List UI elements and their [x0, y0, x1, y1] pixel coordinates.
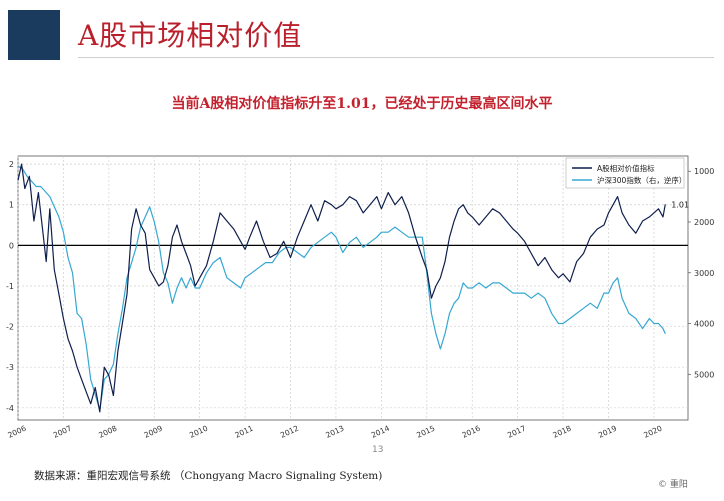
legend-label: 沪深300指数（右，逆序）	[597, 175, 686, 185]
logo-block	[8, 10, 60, 60]
y-left-tick-label: 2	[9, 160, 14, 169]
x-tick-label: 2012	[279, 424, 300, 440]
y-left-tick-label: -2	[6, 323, 14, 332]
x-tick-label: 2020	[642, 424, 663, 440]
y-left-tick-label: -4	[6, 404, 14, 413]
legend-box	[565, 157, 685, 189]
x-tick-label: 2016	[461, 424, 482, 440]
x-tick-label: 2006	[6, 424, 27, 440]
plot-frame	[17, 155, 689, 421]
x-tick-label: 2018	[551, 424, 572, 440]
x-tick-label: 2017	[506, 424, 527, 440]
x-tick-label: 2008	[97, 424, 118, 440]
data-source-note: 数据来源：重阳宏观信号系统 （Chongyang Macro Signaling…	[34, 470, 383, 482]
brand-watermark: © 重阳	[658, 480, 688, 490]
x-tick-label: 2014	[370, 424, 391, 440]
x-tick-label: 2009	[143, 424, 164, 440]
relative-value-chart: 2 1 0 -1 -2 -3 -4 1000 2000 3000 4000 5000 2006 2007 2…	[6, 155, 714, 440]
value-annotation: 1.01	[671, 200, 689, 209]
x-tick-label: 2019	[597, 424, 618, 440]
x-tick-label: 2011	[234, 424, 255, 440]
x-tick-label: 2007	[52, 424, 73, 440]
y-right-tick-label: 4000	[694, 320, 714, 329]
page-number: 13	[372, 445, 384, 455]
x-tick-label: 2013	[324, 424, 345, 440]
page-title: A股市场相对价值	[78, 19, 303, 52]
y-left-tick-label: 1	[9, 201, 14, 210]
y-left-tick-label: 0	[9, 241, 14, 250]
series-line-relative-value	[17, 163, 666, 413]
legend-label: A股相对价值指标	[597, 163, 655, 173]
y-right-tick-label: 1000	[694, 167, 714, 176]
y-right-tick-label: 3000	[694, 269, 714, 278]
x-tick-label: 2010	[188, 424, 209, 440]
y-left-tick-label: -3	[6, 363, 14, 372]
y-right-tick-label: 2000	[694, 218, 714, 227]
x-tick-label: 2015	[415, 424, 436, 440]
title-divider	[78, 57, 714, 58]
chart-subtitle: 当前A股相对价值指标升至1.01，已经处于历史最高区间水平	[171, 96, 553, 112]
y-left-tick-label: -1	[6, 282, 14, 291]
series-line-csi300	[17, 165, 666, 411]
y-right-tick-label: 5000	[694, 370, 714, 379]
